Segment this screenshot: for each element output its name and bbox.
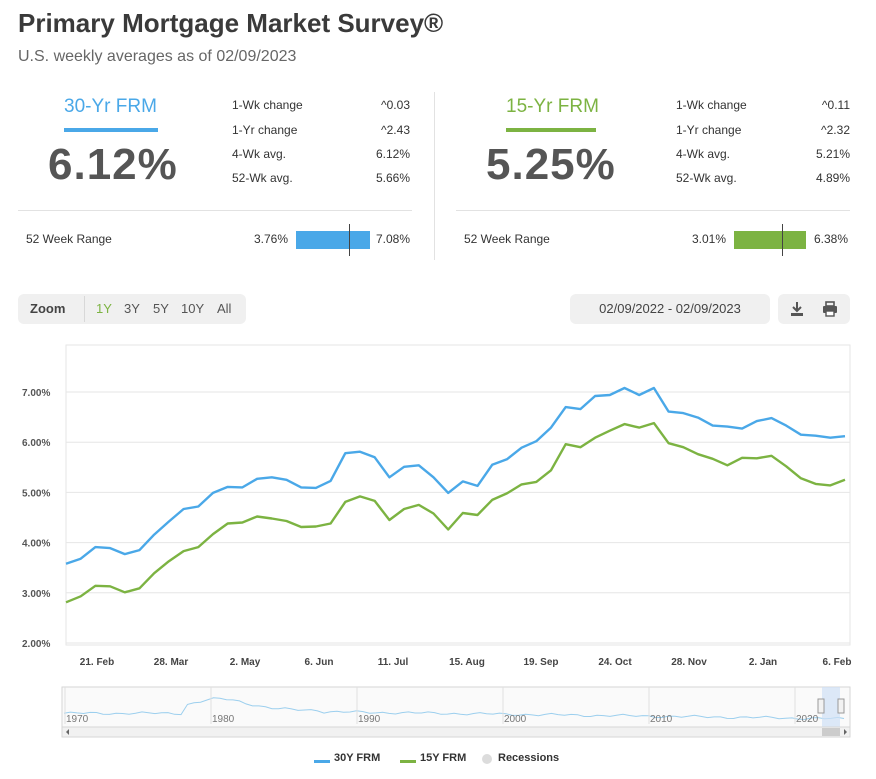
mortgage-rate-chart: 7.00% 6.00% 5.00% 4.00% 3.00% 2.00% 21. Feb 28…	[22, 344, 852, 738]
legend-swatch-15y	[400, 760, 416, 763]
stat-value: 5.66%	[375, 171, 410, 185]
range-bar-30yr	[296, 231, 370, 249]
x-tick-label: 15. Aug	[449, 657, 485, 668]
stat-value: 6.12%	[375, 147, 410, 161]
range-max-30yr: 7.08%	[376, 232, 411, 246]
range-max-15yr: 6.38%	[814, 232, 849, 246]
navigator-scrollbar[interactable]	[61, 726, 851, 738]
legend-item-15y[interactable]: 15Y FRM	[420, 752, 467, 764]
x-tick-label: 2. Jan	[749, 657, 777, 668]
plot-border	[65, 344, 851, 646]
x-tick-label: 6. Feb	[823, 657, 852, 668]
x-tick-label: 28. Nov	[671, 657, 707, 668]
zoom-button-3y[interactable]: 3Y	[124, 301, 140, 316]
x-tick-label: 24. Oct	[598, 657, 632, 668]
x-tick-label: 2. May	[230, 657, 261, 668]
navigator-frame	[61, 686, 851, 728]
y-axis-labels: 7.00% 6.00% 5.00% 4.00% 3.00% 2.00%	[22, 388, 50, 650]
series-line-15y-frm	[65, 421, 846, 604]
stat-label: 1-Yr change	[232, 123, 298, 137]
chart-tools	[778, 294, 850, 324]
legend-item-30y[interactable]: 30Y FRM	[334, 752, 381, 764]
zoom-separator	[84, 296, 85, 322]
range-min-30yr: 3.76%	[253, 232, 288, 246]
stat-label: 52-Wk avg.	[676, 171, 737, 185]
legend-swatch-30y	[314, 760, 330, 763]
y-tick-label: 4.00%	[22, 539, 50, 550]
zoom-label: Zoom	[30, 301, 66, 316]
card-divider	[18, 210, 412, 211]
stat-value: ^0.11	[821, 98, 850, 112]
stat-label: 52-Wk avg.	[232, 171, 293, 185]
date-range-display[interactable]: 02/09/2022 - 02/09/2023	[570, 294, 770, 324]
download-icon[interactable]	[788, 300, 806, 318]
range-min-15yr: 3.01%	[691, 232, 726, 246]
chart-series	[65, 386, 846, 604]
navigator-handle-left[interactable]	[817, 698, 825, 714]
x-tick-label: 21. Feb	[80, 657, 114, 668]
x-tick-label: 28. Mar	[154, 657, 189, 668]
card-separator	[434, 92, 435, 260]
zoom-button-1y[interactable]: 1Y	[96, 301, 112, 316]
rate-value-30yr: 6.12%	[48, 140, 178, 189]
chart-navigator[interactable]: 1970 1980 1990 2000 2010 2020	[61, 686, 851, 738]
zoom-button-5y[interactable]: 5Y	[153, 301, 169, 316]
stat-value: 4.89%	[815, 171, 850, 185]
navigator-series	[63, 697, 845, 720]
zoom-control: Zoom 1Y 3Y 5Y 10Y All	[18, 294, 246, 324]
navigator-tick-label: 2000	[504, 714, 527, 725]
page-title: Primary Mortgage Market Survey®	[18, 8, 444, 38]
stat-value: ^0.03	[381, 98, 410, 112]
navigator-scroll-thumb[interactable]	[822, 728, 840, 736]
x-tick-label: 11. Jul	[378, 657, 409, 668]
scroll-left-icon[interactable]	[66, 729, 69, 735]
navigator-tick-label: 1990	[358, 714, 381, 725]
rate-underline-30yr	[64, 128, 158, 132]
navigator-tick-label: 2020	[796, 714, 819, 725]
navigator-tick-label: 2010	[650, 714, 673, 725]
rate-value-15yr: 5.25%	[486, 140, 616, 189]
range-marker-15yr	[782, 224, 784, 256]
rate-underline-15yr	[506, 128, 596, 132]
zoom-button-10y[interactable]: 10Y	[181, 301, 205, 316]
range-bar-15yr	[734, 231, 806, 249]
stat-label: 4-Wk avg.	[676, 147, 731, 161]
legend-swatch-recessions	[482, 754, 492, 764]
y-tick-label: 3.00%	[22, 589, 50, 600]
scroll-right-icon[interactable]	[844, 729, 847, 735]
y-tick-label: 6.00%	[22, 438, 50, 449]
range-label-15yr: 52 Week Range	[464, 232, 550, 246]
x-tick-label: 6. Jun	[305, 657, 334, 668]
y-tick-label: 2.00%	[22, 639, 50, 650]
rate-label-30yr: 30-Yr FRM	[64, 96, 157, 117]
stat-value: 5.21%	[815, 147, 850, 161]
print-icon[interactable]	[821, 300, 839, 318]
range-marker-30yr	[348, 224, 350, 256]
stat-value: ^2.43	[381, 123, 410, 137]
y-tick-label: 7.00%	[22, 388, 50, 399]
navigator-handle-right[interactable]	[837, 698, 845, 714]
chart-grid	[65, 344, 851, 646]
rate-card-15yr: 15-Yr FRM 5.25% 1-Wk change ^0.11 1-Yr c…	[456, 90, 850, 260]
navigator-tick-label: 1970	[66, 714, 89, 725]
rate-card-30yr: 30-Yr FRM 6.12% 1-Wk change ^0.03 1-Yr c…	[18, 90, 412, 260]
stat-label: 1-Wk change	[676, 98, 747, 112]
navigator-selection[interactable]	[822, 687, 840, 727]
card-divider	[456, 210, 850, 211]
stat-value: ^2.32	[821, 123, 850, 137]
stat-label: 1-Yr change	[676, 123, 742, 137]
page-subtitle: U.S. weekly averages as of 02/09/2023	[18, 48, 297, 65]
y-tick-label: 5.00%	[22, 488, 50, 499]
x-axis-labels: 21. Feb 28. Mar 2. May 6. Jun 11. Jul 15. Aug…	[80, 657, 852, 668]
x-tick-label: 19. Sep	[523, 657, 558, 668]
series-line-30y-frm	[65, 386, 846, 565]
rate-label-15yr: 15-Yr FRM	[506, 96, 599, 117]
stat-label: 4-Wk avg.	[232, 147, 287, 161]
legend-item-recessions[interactable]: Recessions	[498, 752, 560, 764]
range-label-30yr: 52 Week Range	[26, 232, 112, 246]
stat-label: 1-Wk change	[232, 98, 303, 112]
zoom-button-all[interactable]: All	[217, 301, 232, 316]
navigator-tick-label: 1980	[212, 714, 235, 725]
